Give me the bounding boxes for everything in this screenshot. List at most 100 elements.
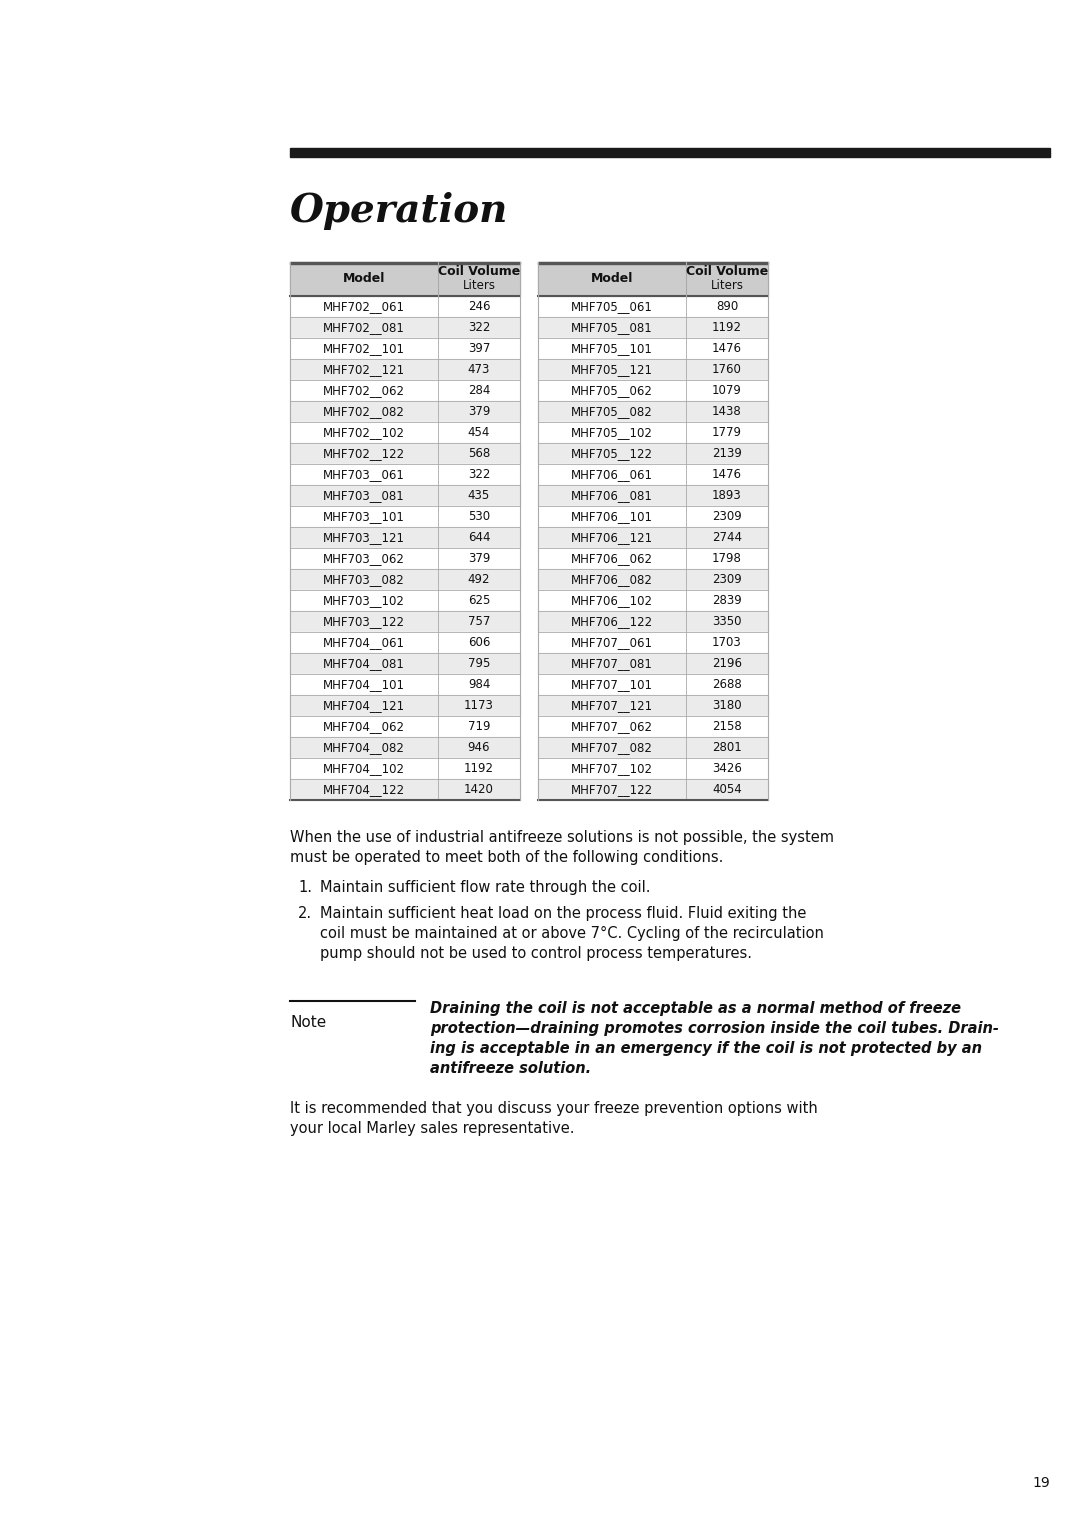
- Text: MHF706__121: MHF706__121: [571, 531, 653, 544]
- Bar: [291, 337, 519, 359]
- Text: 530: 530: [468, 510, 490, 524]
- Text: protection—draining promotes corrosion inside the coil tubes. Drain-: protection—draining promotes corrosion i…: [430, 1022, 999, 1035]
- Text: 1703: 1703: [712, 637, 742, 649]
- Text: MHF703__061: MHF703__061: [323, 467, 405, 481]
- Text: MHF706__081: MHF706__081: [571, 489, 653, 502]
- Text: MHF705__102: MHF705__102: [571, 426, 653, 438]
- Text: Model: Model: [591, 272, 633, 286]
- Text: MHF707__122: MHF707__122: [571, 783, 653, 796]
- Text: 795: 795: [468, 657, 490, 670]
- Bar: [538, 570, 768, 589]
- Text: MHF707__082: MHF707__082: [571, 741, 653, 754]
- Text: MHF705__121: MHF705__121: [571, 363, 653, 376]
- Bar: [538, 443, 768, 464]
- Bar: [538, 318, 768, 337]
- Bar: [538, 632, 768, 654]
- Text: MHF702__121: MHF702__121: [323, 363, 405, 376]
- Bar: [291, 632, 519, 654]
- Bar: [538, 611, 768, 632]
- Text: MHF704__081: MHF704__081: [323, 657, 405, 670]
- Text: MHF703__121: MHF703__121: [323, 531, 405, 544]
- Text: MHF704__122: MHF704__122: [323, 783, 405, 796]
- Text: 1420: 1420: [464, 783, 494, 796]
- Text: antifreeze solution.: antifreeze solution.: [430, 1061, 591, 1077]
- Bar: [538, 263, 768, 264]
- Text: Maintain sufficient flow rate through the coil.: Maintain sufficient flow rate through th…: [320, 880, 650, 895]
- Text: 322: 322: [468, 467, 490, 481]
- Bar: [291, 548, 519, 570]
- Bar: [291, 779, 519, 800]
- Text: MHF702__082: MHF702__082: [323, 405, 405, 418]
- Text: 606: 606: [468, 637, 490, 649]
- Text: your local Marley sales representative.: your local Marley sales representative.: [291, 1121, 575, 1136]
- Text: MHF704__101: MHF704__101: [323, 678, 405, 692]
- Text: 3350: 3350: [712, 615, 742, 628]
- Text: 625: 625: [468, 594, 490, 608]
- Bar: [291, 318, 519, 337]
- Text: MHF707__101: MHF707__101: [571, 678, 653, 692]
- Bar: [538, 716, 768, 738]
- Text: Liters: Liters: [711, 278, 743, 292]
- Bar: [291, 359, 519, 380]
- Text: MHF703__102: MHF703__102: [323, 594, 405, 608]
- Bar: [291, 527, 519, 548]
- Bar: [291, 738, 519, 757]
- Bar: [291, 402, 519, 421]
- Text: 379: 379: [468, 405, 490, 418]
- Text: 2744: 2744: [712, 531, 742, 544]
- Text: 1192: 1192: [712, 321, 742, 334]
- Text: 397: 397: [468, 342, 490, 354]
- Text: MHF705__062: MHF705__062: [571, 383, 653, 397]
- Bar: [538, 337, 768, 359]
- Text: 19: 19: [1032, 1477, 1050, 1490]
- Bar: [291, 673, 519, 695]
- Bar: [291, 611, 519, 632]
- Text: MHF705__082: MHF705__082: [571, 405, 653, 418]
- Text: Operation: Operation: [291, 192, 509, 231]
- Bar: [538, 380, 768, 402]
- Text: MHF707__121: MHF707__121: [571, 699, 653, 712]
- Text: Coil Volume: Coil Volume: [437, 266, 521, 278]
- Text: pump should not be used to control process temperatures.: pump should not be used to control proce…: [320, 947, 752, 960]
- Bar: [538, 695, 768, 716]
- Text: 568: 568: [468, 447, 490, 460]
- Text: MHF703__101: MHF703__101: [323, 510, 405, 524]
- Text: MHF704__082: MHF704__082: [323, 741, 405, 754]
- Text: 719: 719: [468, 721, 490, 733]
- Text: MHF706__122: MHF706__122: [571, 615, 653, 628]
- Bar: [538, 464, 768, 486]
- Bar: [538, 296, 768, 318]
- Text: 1173: 1173: [464, 699, 494, 712]
- Text: MHF704__061: MHF704__061: [323, 637, 405, 649]
- Text: MHF703__081: MHF703__081: [323, 489, 405, 502]
- Text: 284: 284: [468, 383, 490, 397]
- Text: MHF702__122: MHF702__122: [323, 447, 405, 460]
- Bar: [291, 570, 519, 589]
- Text: MHF704__102: MHF704__102: [323, 762, 405, 776]
- Text: 322: 322: [468, 321, 490, 334]
- Bar: [291, 695, 519, 716]
- Text: MHF703__082: MHF703__082: [323, 573, 405, 586]
- Bar: [291, 757, 519, 779]
- Text: 1798: 1798: [712, 551, 742, 565]
- Bar: [538, 263, 768, 296]
- Text: Coil Volume: Coil Volume: [686, 266, 768, 278]
- Bar: [538, 757, 768, 779]
- Text: 3426: 3426: [712, 762, 742, 776]
- Text: Liters: Liters: [462, 278, 496, 292]
- Text: MHF707__102: MHF707__102: [571, 762, 653, 776]
- Text: 1192: 1192: [464, 762, 494, 776]
- Bar: [538, 359, 768, 380]
- Bar: [291, 505, 519, 527]
- Text: Note: Note: [291, 1015, 326, 1031]
- Bar: [538, 402, 768, 421]
- Text: 1760: 1760: [712, 363, 742, 376]
- Text: 1476: 1476: [712, 342, 742, 354]
- Text: MHF705__061: MHF705__061: [571, 299, 653, 313]
- Text: 2839: 2839: [712, 594, 742, 608]
- Text: 2139: 2139: [712, 447, 742, 460]
- Text: 492: 492: [468, 573, 490, 586]
- Bar: [291, 443, 519, 464]
- Bar: [291, 589, 519, 611]
- Text: 2309: 2309: [712, 573, 742, 586]
